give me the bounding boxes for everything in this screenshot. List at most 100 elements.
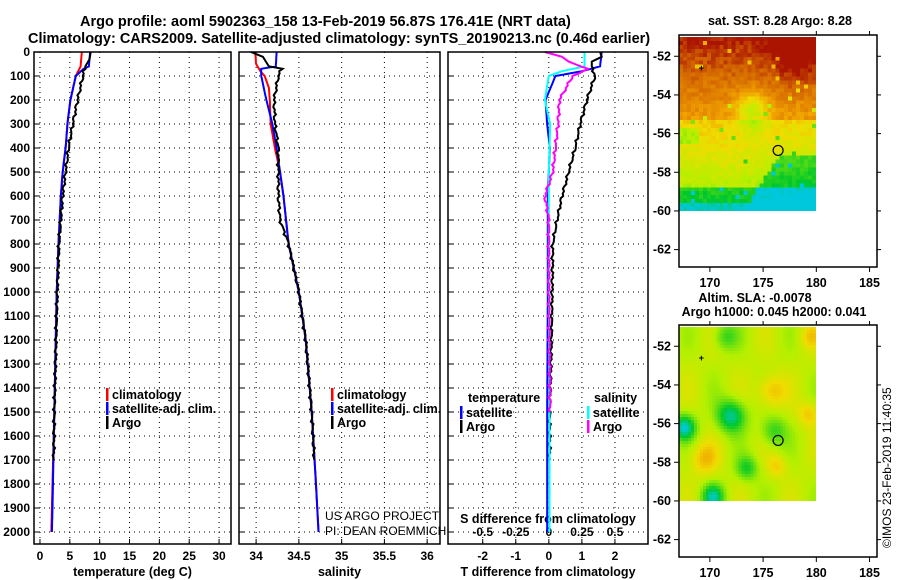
x-tick-label: 15 [123, 549, 137, 563]
previous-position-marker: + [699, 353, 704, 363]
x-tick-label: 2 [612, 549, 619, 563]
credit-line-2: PI: DEAN ROEMMICH [325, 524, 446, 538]
lat-tick-label: -58 [653, 165, 671, 179]
lat-tick-label: -60 [653, 204, 671, 218]
y-tick-label: 700 [10, 213, 30, 227]
argo-float-marker [772, 144, 784, 157]
lon-tick-label: 185 [859, 566, 880, 580]
legend-label: Argo [112, 416, 142, 430]
profile-panel-salinity: 34 34.5 35 35.5 36 salinity climatologysatelli… [238, 51, 441, 579]
legend-label: climatology [112, 388, 182, 402]
legend-label: Argo [593, 420, 623, 434]
lat-tick-label: -62 [653, 533, 671, 547]
y-tick-label: 1900 [3, 501, 30, 515]
lat-tick-label: -54 [653, 88, 671, 102]
sla-map-panel: 170 175 180 185 -52 -54 -56 -58 -60 -62 + Altim. SL… [653, 291, 881, 580]
map-frame [678, 34, 878, 268]
x2-tick-label: -0.25 [502, 525, 530, 539]
y-tick-label: 1200 [3, 333, 30, 347]
y-tick-label: 1800 [3, 477, 30, 491]
lon-tick-label: 185 [859, 276, 880, 290]
lat-tick-label: -54 [653, 378, 671, 392]
map-title: Altim. SLA: -0.0078 [698, 291, 811, 305]
y-tick-label: 1500 [3, 405, 30, 419]
sst-map-panel: 170 175 180 185 -52 -54 -56 -58 -60 -62 + sat. SST:… [653, 14, 881, 290]
x-tick-label: 10 [93, 549, 107, 563]
credit-line-1: US ARGO PROJECT [325, 509, 440, 523]
legend-label: satellite [466, 406, 513, 420]
y-tick-label: 300 [10, 117, 30, 131]
legend-swatch [331, 416, 334, 429]
legend-label: satellite-adj. clim. [337, 402, 441, 416]
x-axis-label: salinity [318, 565, 361, 579]
x-axis-label: temperature (deg C) [73, 565, 192, 579]
x-tick-label: -2 [477, 549, 488, 563]
y-tick-label: 900 [10, 261, 30, 275]
y-tick-label: 800 [10, 237, 30, 251]
x-tick-label: 30 [212, 549, 226, 563]
lat-tick-label: -58 [653, 455, 671, 469]
sla-heatmap-image [679, 326, 817, 501]
x-axis-label: T difference from climatology [460, 565, 635, 579]
panel-frame [238, 51, 441, 545]
x-tick-label: 35 [335, 549, 349, 563]
legend-label: Argo [466, 420, 496, 434]
sst-heatmap-image [679, 36, 817, 211]
profile-panel-temperature: 0 5 10 15 20 25 30 temperature (deg C) 0 100 200 30… [3, 45, 232, 579]
legend-label: satellite [593, 406, 640, 420]
panel-frame [33, 51, 232, 545]
legend-swatch [106, 416, 109, 429]
title-line-2: Climatology: CARS2009. Satellite-adjuste… [28, 31, 650, 47]
x-tick-label: 0 [545, 549, 552, 563]
legend-swatch [587, 420, 590, 433]
x2-tick-label: -0.5 [472, 525, 493, 539]
x-tick-label: 34.5 [287, 549, 311, 563]
panel-frame [447, 51, 649, 545]
lon-tick-label: 175 [753, 566, 774, 580]
legend-swatch [587, 406, 590, 419]
lon-tick-label: 180 [806, 276, 827, 290]
legend-swatch [106, 402, 109, 415]
lat-tick-label: -52 [653, 339, 671, 353]
y-tick-label: 1400 [3, 381, 30, 395]
y-tick-label: 200 [10, 93, 30, 107]
legend-swatch [331, 388, 334, 401]
legend-swatch [106, 388, 109, 401]
map-subtitle: Argo h1000: 0.045 h2000: 0.041 [682, 305, 867, 319]
x-tick-label: 34 [249, 549, 263, 563]
y-tick-label: 1000 [3, 285, 30, 299]
map-frame [678, 324, 878, 558]
profile-panel-difference: -2 -1 0 1 2 T difference from climatology -0.5… [447, 51, 649, 579]
y-tick-label: 0 [23, 45, 30, 59]
x-tick-label: 35.5 [373, 549, 397, 563]
y-tick-label: 1100 [4, 309, 30, 323]
x-tick-label: 5 [66, 549, 73, 563]
lat-tick-label: -56 [653, 417, 671, 431]
title-line-1: Argo profile: aoml 5902363_158 13-Feb-20… [80, 14, 571, 30]
series-line-argo [250, 51, 317, 461]
y-tick-label: 500 [10, 165, 30, 179]
series-line-salinity-argo [543, 51, 591, 413]
map-title: sat. SST: 8.28 Argo: 8.28 [708, 14, 852, 28]
lon-tick-label: 170 [699, 566, 720, 580]
lat-tick-label: -52 [653, 49, 671, 63]
lon-tick-label: 170 [699, 276, 720, 290]
lat-tick-label: -56 [653, 127, 671, 141]
y-tick-label: 100 [10, 69, 30, 83]
legend-swatch [460, 406, 463, 419]
legend-swatch [460, 420, 463, 433]
lat-tick-label: -60 [653, 494, 671, 508]
y-tick-label: 1300 [3, 357, 30, 371]
x2-tick-label: 0.25 [570, 525, 594, 539]
y-tick-label: 2000 [3, 525, 30, 539]
legend-title-temperature: temperature [468, 391, 540, 405]
y-tick-label: 1700 [3, 453, 30, 467]
x-tick-label: 0 [37, 549, 44, 563]
series-line-argo [51, 51, 92, 461]
x-tick-label: 1 [579, 549, 586, 563]
previous-position-marker: + [699, 63, 704, 73]
y-tick-label: 1600 [3, 429, 30, 443]
legend-label: Argo [337, 416, 367, 430]
